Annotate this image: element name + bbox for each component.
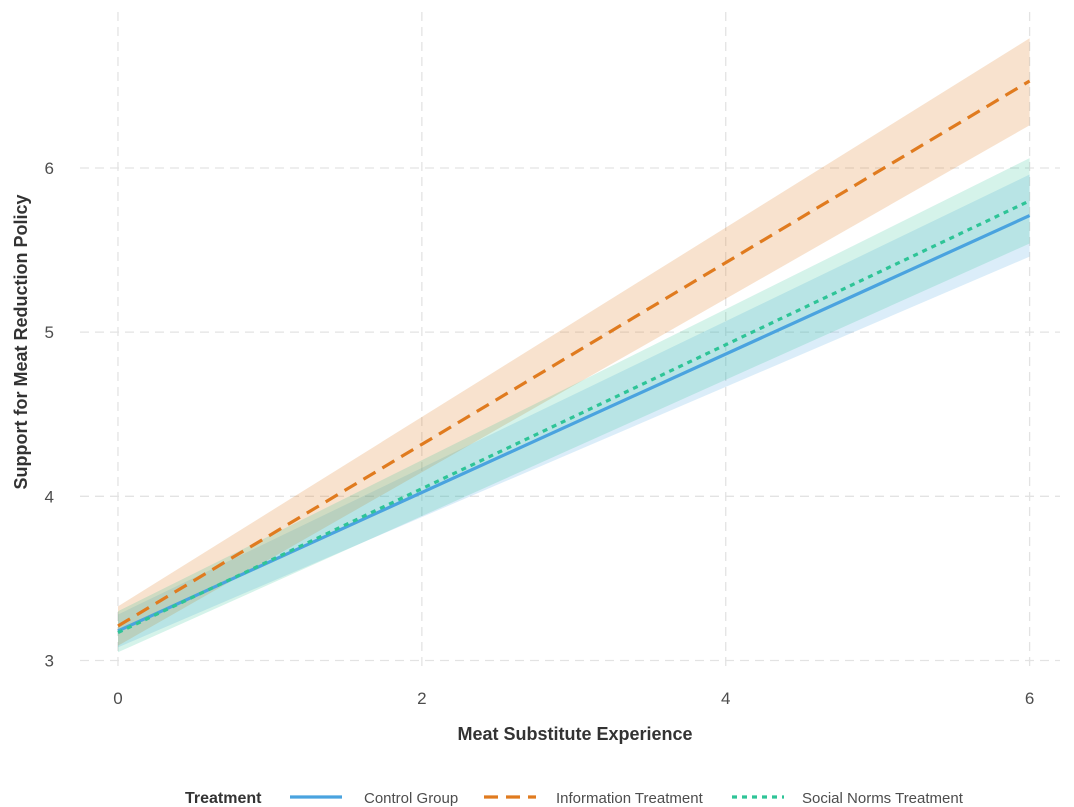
legend-title: Treatment	[185, 790, 262, 807]
ci-band-2	[117, 158, 1030, 653]
legend-label-2: Social Norms Treatment	[802, 790, 964, 807]
series-line-1	[117, 79, 1031, 628]
series-lines	[117, 79, 1031, 635]
y-axis-title: Support for Meat Reduction Policy	[11, 194, 31, 489]
y-tick-label-6: 6	[45, 159, 54, 178]
x-tick-label-2: 2	[417, 689, 426, 708]
ci-band-0	[117, 174, 1030, 648]
legend: Treatment Control Group Information Treat…	[185, 790, 964, 807]
series-line-0	[117, 214, 1031, 633]
x-tick-label-4: 4	[721, 689, 730, 708]
x-tick-label-0: 0	[113, 689, 122, 708]
series-line-2	[117, 199, 1031, 635]
y-tick-label-3: 3	[45, 652, 54, 671]
tick-labels: 0 2 4 6 3 4 5 6	[45, 159, 1035, 708]
x-tick-label-6: 6	[1025, 689, 1034, 708]
y-tick-label-4: 4	[45, 487, 54, 506]
y-tick-label-5: 5	[45, 323, 54, 342]
x-axis-title: Meat Substitute Experience	[457, 724, 692, 744]
gridlines	[80, 12, 1060, 672]
legend-label-1: Information Treatment	[556, 790, 704, 807]
legend-label-0: Control Group	[364, 790, 458, 807]
ci-band-1	[117, 38, 1030, 646]
confidence-bands	[117, 38, 1030, 653]
